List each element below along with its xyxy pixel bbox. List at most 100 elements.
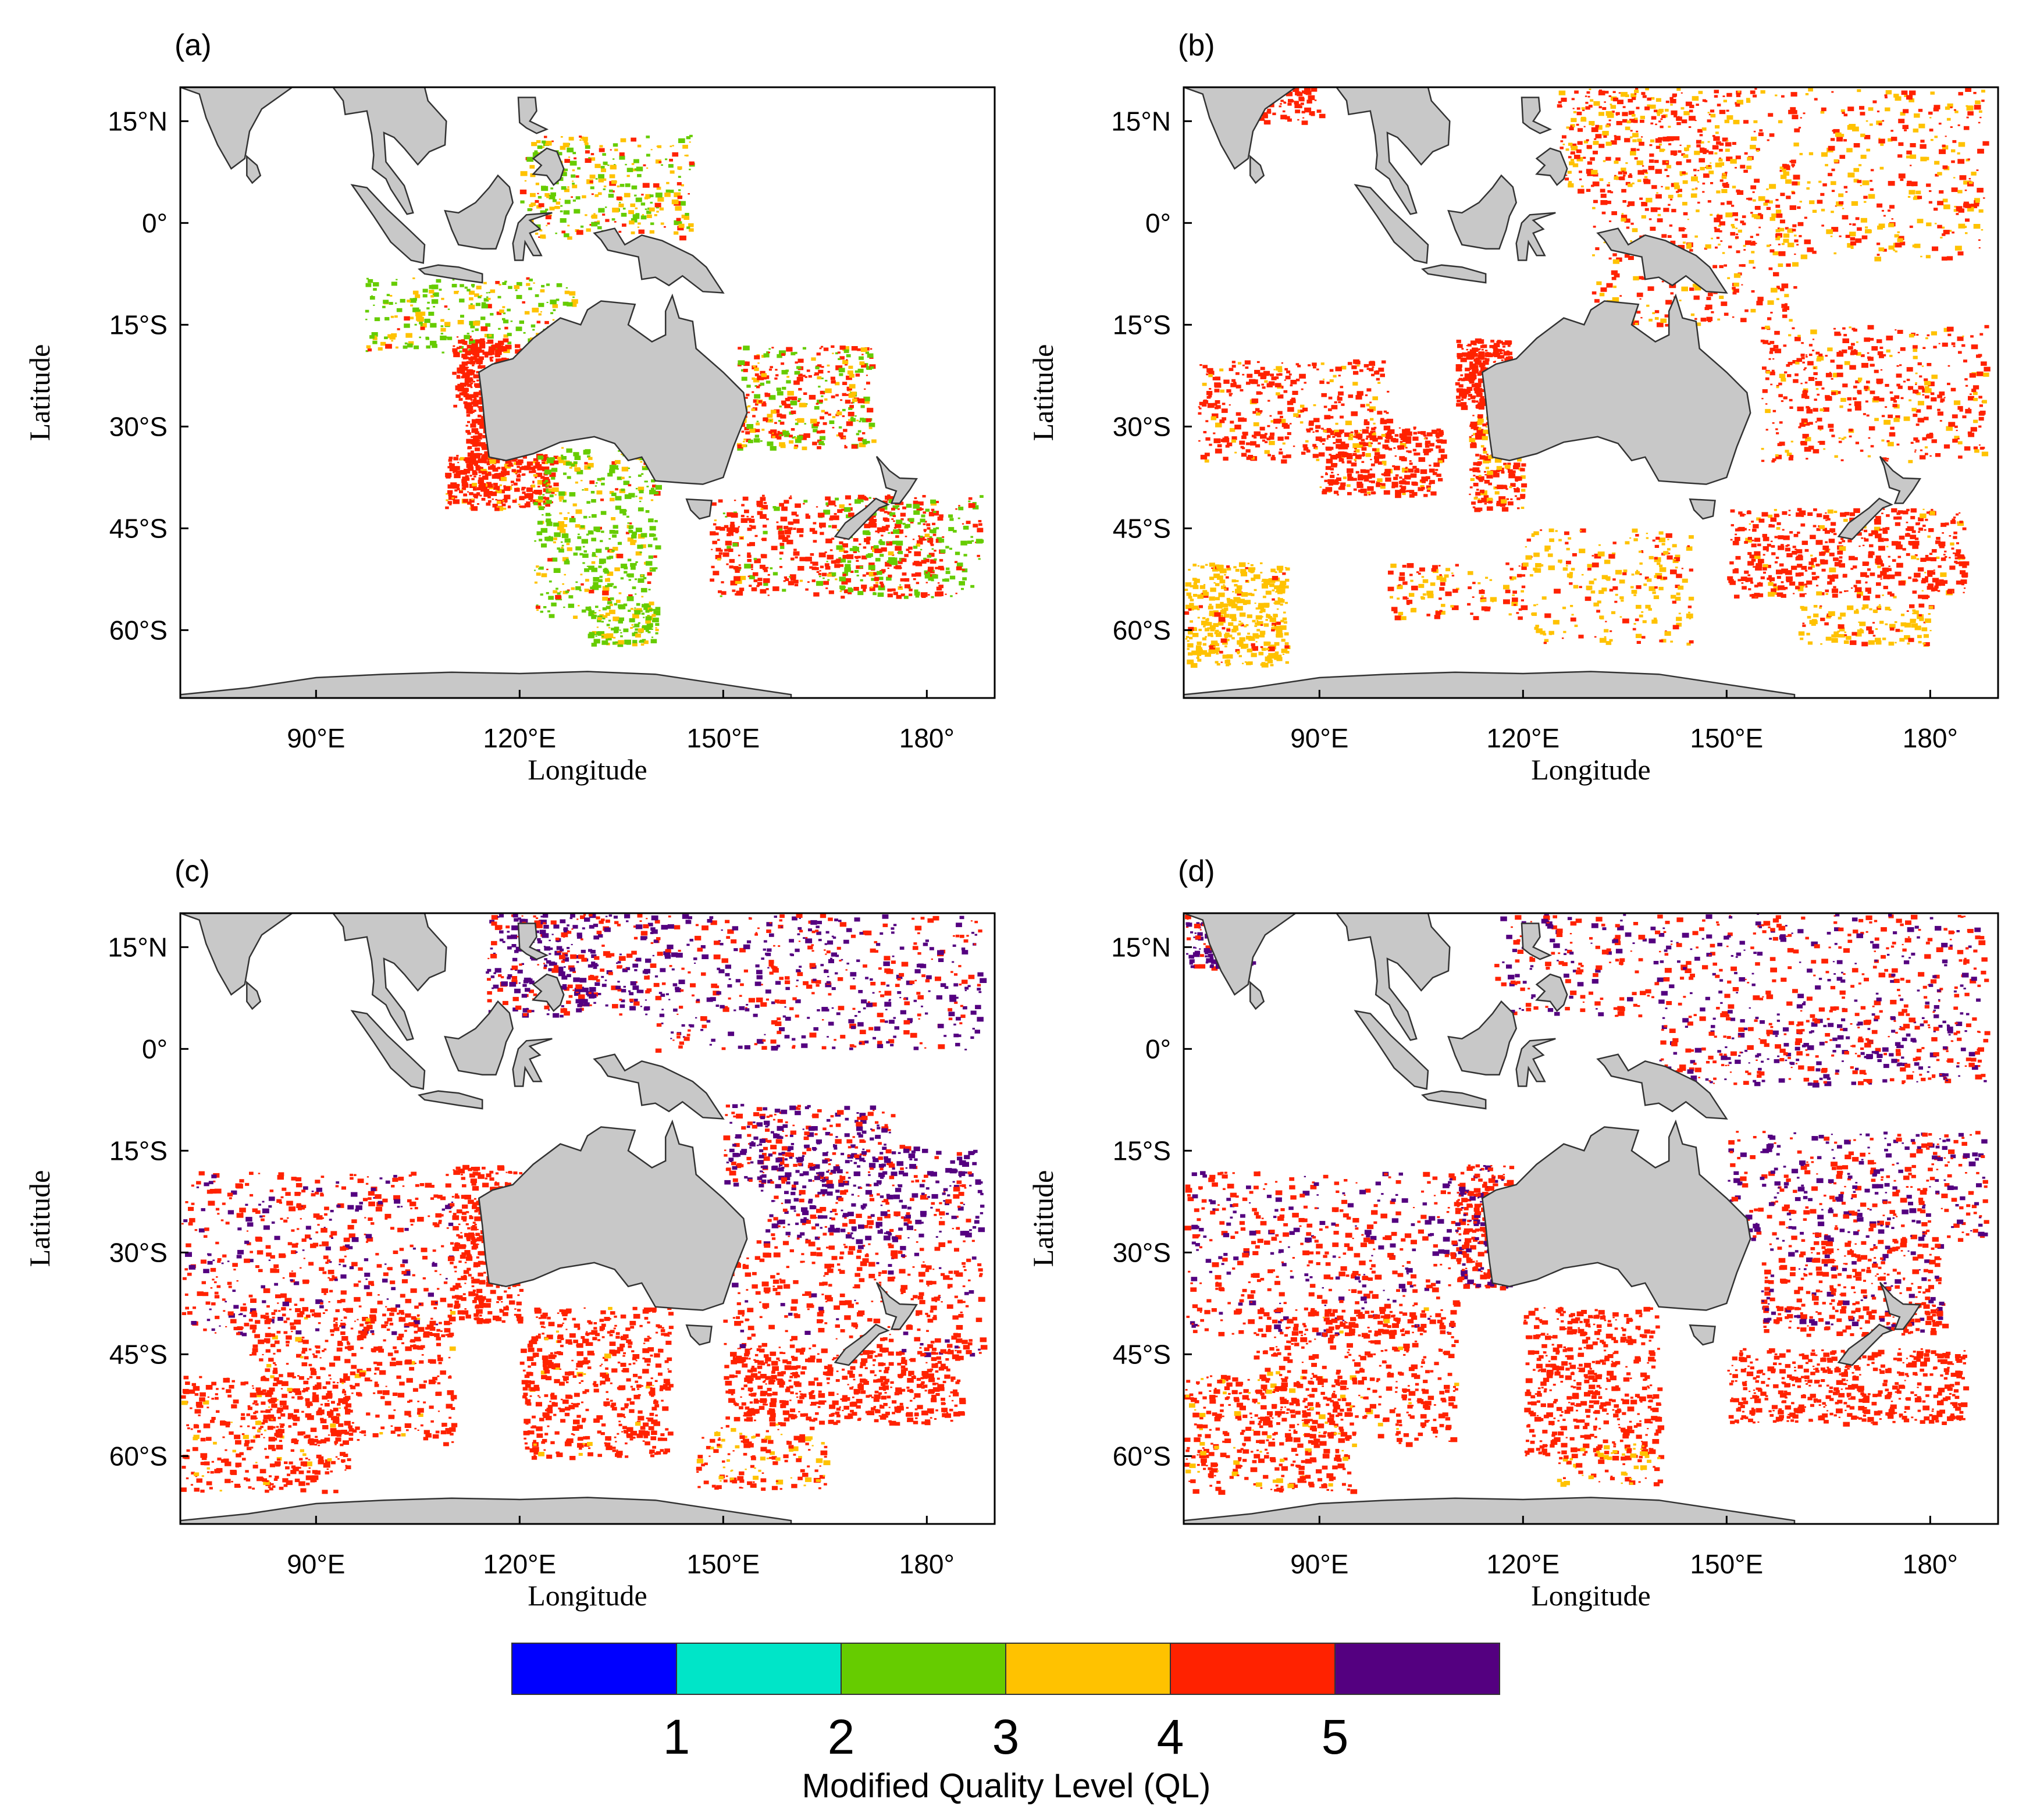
ql-pixel [589,632,595,636]
ql-pixel [441,351,444,354]
ql-pixel [516,478,521,482]
ql-pixel [1204,453,1210,457]
ql-pixel [1408,450,1412,453]
ql-pixel [480,365,486,369]
ql-pixel [946,567,950,571]
ql-pixel [1270,654,1277,659]
ql-pixel [583,515,587,519]
ql-pixel [601,640,608,645]
ql-pixel [468,357,473,361]
ql-pixel [1437,439,1443,443]
ql-pixel [916,543,921,547]
ql-pixel [536,140,541,144]
ql-pixel [527,208,532,212]
ql-pixel [1319,486,1322,488]
ql-pixel [1231,365,1236,368]
ql-pixel [533,282,535,284]
ql-pixel [850,571,854,573]
ql-pixel [569,492,576,497]
ql-pixel [563,472,567,475]
ql-pixel [575,196,581,200]
ql-pixel [786,347,793,352]
ql-pixel [480,365,483,367]
ql-pixel [931,596,934,599]
ql-pixel [561,454,564,457]
ql-pixel [1680,92,1683,94]
ql-pixel [618,640,624,644]
ql-pixel [853,550,857,553]
ql-pixel [551,468,558,472]
ql-pixel [1469,372,1476,377]
ql-pixel [1642,169,1647,173]
ql-pixel [1496,469,1500,473]
ql-pixel [1341,452,1349,458]
ql-pixel [849,405,854,408]
ql-pixel [857,368,864,373]
ql-pixel [842,543,848,548]
ql-pixel [1416,453,1420,455]
ql-pixel [1251,643,1255,647]
land-indochina [329,87,447,215]
ql-pixel [829,515,834,519]
ql-pixel [486,296,489,298]
ql-pixel [827,364,830,367]
ql-pixel [537,145,543,149]
ql-pixel [590,491,595,494]
ql-pixel [866,542,870,544]
ql-pixel [1476,392,1483,397]
ql-pixel [783,580,786,582]
ql-pixel [1270,457,1276,461]
ql-pixel [1208,371,1215,375]
ql-pixel [472,411,475,413]
ql-pixel [1845,234,1850,238]
ql-pixel [1521,507,1525,509]
ql-pixel [561,544,564,547]
ql-pixel [927,527,931,530]
ql-pixel [536,565,539,568]
ql-pixel [615,488,618,491]
ql-pixel [799,403,806,408]
ql-pixel [1418,487,1424,491]
ql-pixel [1248,593,1252,596]
ql-pixel [544,480,549,482]
ql-pixel [743,346,750,351]
ql-pixel [1334,479,1337,481]
ql-pixel [593,639,600,644]
ql-pixel [1614,136,1621,141]
ql-pixel [645,510,650,513]
ql-pixel [384,336,388,340]
ql-pixel [572,152,576,155]
ql-pixel [371,332,378,337]
ql-pixel [1370,418,1374,421]
ql-pixel [1222,654,1229,659]
ql-pixel [625,183,631,187]
ql-pixel [1388,448,1393,451]
ql-pixel [514,462,518,465]
ql-pixel [553,537,557,540]
ql-pixel [457,462,460,464]
ql-pixel [1244,661,1247,663]
ql-pixel [586,228,591,232]
ql-pixel [1468,394,1472,397]
ql-pixel [1571,143,1577,148]
ql-pixel [800,367,802,369]
ql-pixel [1284,645,1290,649]
ql-pixel [652,485,657,488]
ql-pixel [801,436,807,440]
ql-pixel [859,566,863,569]
ql-pixel [479,343,486,348]
ql-pixel [614,626,619,631]
ql-pixel [476,497,478,499]
ql-pixel [797,435,803,440]
ql-pixel [1973,92,1977,94]
ql-pixel [852,546,857,550]
ql-pixel [1262,386,1266,389]
ql-pixel [761,505,768,510]
ql-pixel [904,584,910,589]
ql-pixel [1503,462,1507,465]
ql-pixel [649,533,654,537]
ql-pixel [782,430,789,436]
ql-pixel [648,589,651,590]
ql-pixel [1472,415,1475,416]
ql-pixel [598,208,605,213]
